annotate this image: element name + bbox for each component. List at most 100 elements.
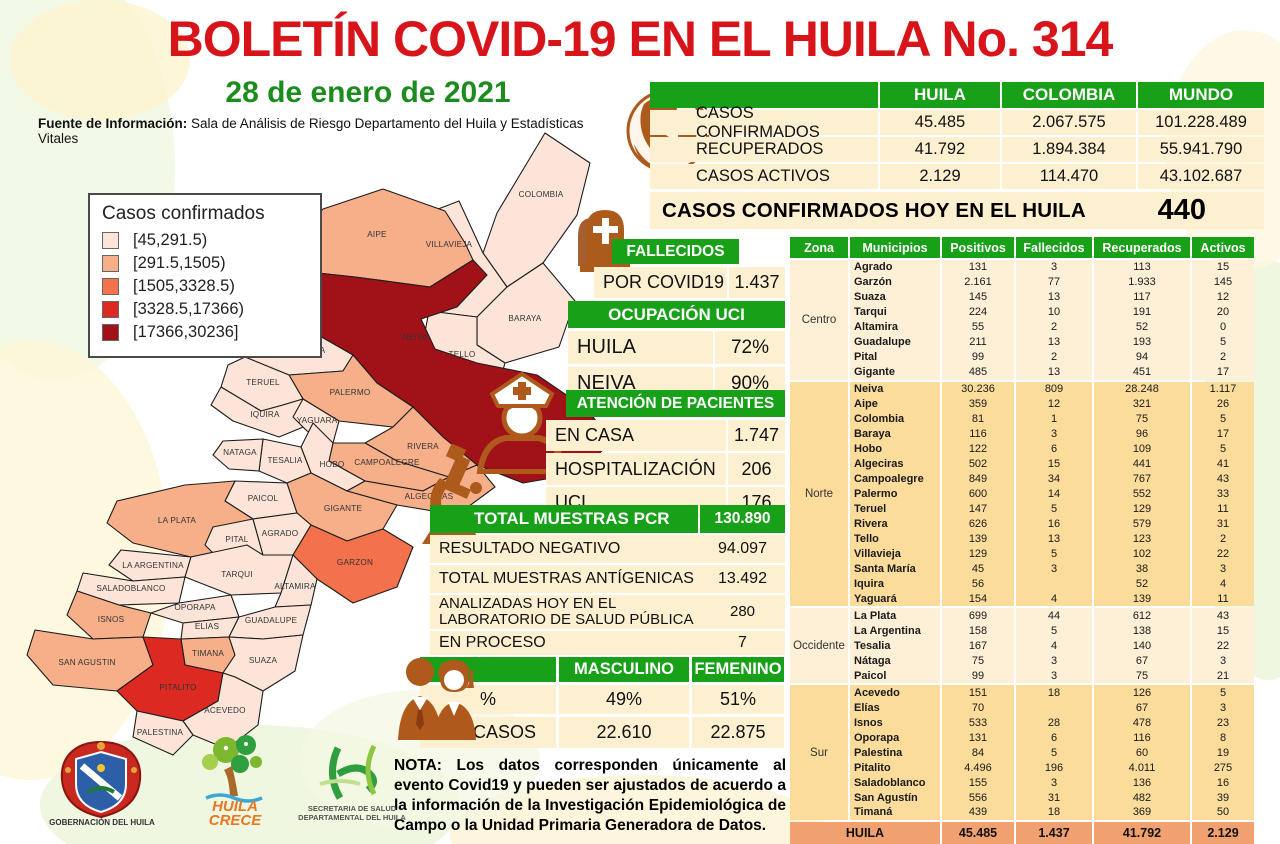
zona-spacer-cell [790,456,848,472]
muni-value-cell: 22 [1192,638,1254,654]
muni-value-cell: 12 [1192,289,1254,305]
muni-value-cell: 4.496 [942,760,1014,776]
pcr-analizadas-label: ANALIZADAS HOY EN EL LABORATORIO DE SALU… [439,594,694,628]
map-label-algeciras: ALGECIRAS [405,492,454,501]
muni-value-cell: 441 [1094,456,1190,472]
pcr-negativo-value: 94.097 [718,540,767,557]
table-row: Tesalia 167 4 140 22 [790,638,1264,654]
muni-value-cell: 13 [1016,289,1092,305]
map-label-palermo: PALERMO [330,388,371,397]
muni-value-cell: 5 [1016,745,1092,761]
muni-value-cell: 3 [1192,700,1254,716]
muni-value-cell: 5 [1192,334,1254,350]
muni-value-cell: 6 [1016,730,1092,746]
table-row: Acevedo 151 18 126 5 [790,685,1264,701]
muni-value-cell: 30.236 [942,381,1014,397]
muni-value-cell: 15 [1192,260,1254,275]
total-label-cell: HUILA [790,822,940,844]
muni-value-cell: 552 [1094,486,1190,502]
map-label-palestina: PALESTINA [137,728,184,737]
zone-block-norte: Neiva 30.236 809 28.248 1.117 Aipe 359 12 321 26 C… [790,381,1264,607]
zona-spacer-cell [790,260,848,275]
table-row: Palestina 84 5 60 19 [790,745,1264,761]
secretaria-salud-caption: SECRETARIA DE SALUD DEPARTAMENTAL DEL HU… [288,804,416,823]
huila-crece-caption: HUILA CRECE [196,799,274,830]
legend-swatch [102,232,119,249]
muni-value-cell: 11 [1192,591,1254,607]
muni-value-cell: 0 [1192,319,1254,335]
table-row: Baraya 116 3 96 17 [790,426,1264,442]
muni-value-cell: 2 [1016,349,1092,365]
muni-name-cell: La Argentina [850,623,940,639]
legend-swatch [102,278,119,295]
muni-value-cell: 140 [1094,638,1190,654]
legend-range-label: [291.5,1505) [133,254,226,272]
world-table-header-mundo: MUNDO [1138,82,1264,108]
muni-value-cell: 485 [942,364,1014,380]
map-label-gigante: GIGANTE [324,504,363,513]
zona-spacer-cell [790,561,848,577]
muni-name-cell: Teruel [850,501,940,517]
muni-value-cell: 1.933 [1094,274,1190,290]
table-row: Villavieja 129 5 102 22 [790,546,1264,562]
muni-name-cell: Baraya [850,426,940,442]
pcr-row-antigenicas: TOTAL MUESTRAS ANTÍGENICAS 13.492 [430,565,785,593]
map-label-la-argentina: LA ARGENTINA [122,561,184,570]
muni-value-cell: 81 [942,411,1014,427]
legend-item-3: [3328.5,17366) [102,300,310,319]
muni-value-cell: 139 [942,531,1014,547]
muni-value-cell: 38 [1094,561,1190,577]
muni-value-cell: 2.161 [942,274,1014,290]
zona-spacer-cell [790,790,848,805]
zona-spacer-cell [790,411,848,427]
muni-value-cell: 116 [1094,730,1190,746]
muni-value-cell: 10 [1016,304,1092,320]
map-label-garzon: GARZON [337,558,373,567]
pcr-negativo-label: RESULTADO NEGATIVO [439,540,621,557]
muni-value-cell: 102 [1094,546,1190,562]
pcr-header: TOTAL MUESTRAS PCR [430,505,698,533]
table-row: Suaza 145 13 117 12 [790,289,1264,305]
table-row: Aipe 359 12 321 26 [790,396,1264,412]
atencion-hosp-value-cell: 206 [728,453,785,485]
map-label-guadalupe: GUADALUPE [245,616,298,625]
map-label-nataga: NATAGA [223,448,257,457]
muni-value-cell: 18 [1016,685,1092,701]
muni-value-cell: 28.248 [1094,381,1190,397]
row-label-activos: CASOS ACTIVOS [650,164,878,189]
muni-name-cell: Pital [850,349,940,365]
muni-value-cell: 13 [1016,334,1092,350]
table-row: Altamira 55 2 52 0 [790,319,1264,335]
legend-swatch [102,301,119,318]
huila-crece-line2: CRECE [208,812,262,830]
table-row: Yaguará 154 4 139 11 [790,591,1264,607]
fallecidos-row-label: POR COVID19 [594,267,727,298]
map-label-saladoblanco: SALADOBLANCO [96,584,165,593]
map-label-pitalito: PITALITO [159,683,196,692]
muni-value-cell: 5 [1192,441,1254,457]
gender-header-masculino: MASCULINO [559,657,689,682]
huila-choropleth-map: COLOMBIA VILLAVIEJA BARAYA TELLO AIPE NEIVA SA… [26,132,612,756]
muni-value-cell: 579 [1094,516,1190,532]
muni-value-cell: 21 [1192,668,1254,684]
muni-value-cell: 77 [1016,274,1092,290]
zone-label: Occidente [793,639,845,652]
zona-spacer-cell [790,685,848,701]
table-row: Timaná 439 18 369 50 [790,804,1264,820]
gender-pct-label: % [420,685,556,714]
atencion-casa-value-cell: 1.747 [728,420,785,451]
muni-value-cell: 556 [942,790,1014,805]
legend-range-label: [1505,3328.5) [133,277,235,295]
muni-header-zona: Zona [790,237,848,258]
map-label-colombia: COLOMBIA [519,190,564,199]
total-value-cell: 45.485 [942,822,1014,844]
muni-value-cell: 478 [1094,715,1190,731]
muni-value-cell: 158 [942,623,1014,639]
uci-huila-label: HUILA [577,336,636,358]
uci-huila-value: 72% [730,336,770,358]
muni-value-cell: 16 [1016,516,1092,532]
muni-value-cell: 145 [942,289,1014,305]
table-row: Tello 139 13 123 2 [790,531,1264,547]
muni-name-cell: Palestina [850,745,940,761]
municipal-table-header: Zona Municipios Positivos Fallecidos Recuper… [790,237,1264,258]
